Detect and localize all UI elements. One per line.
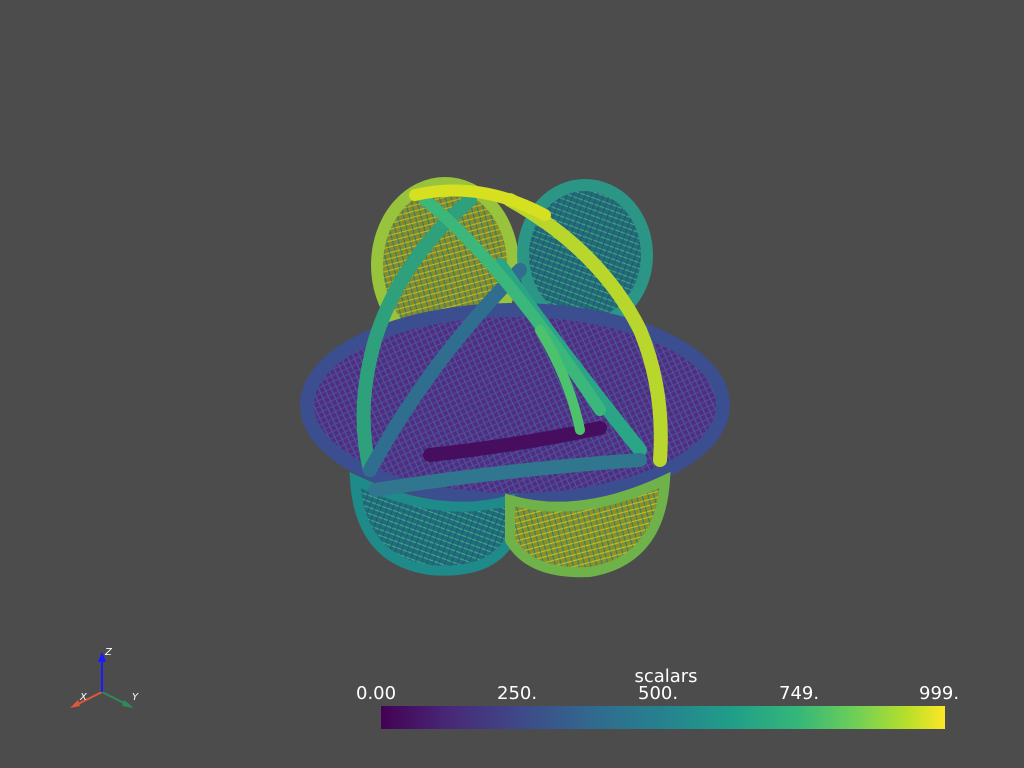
scalar-bar-tick: 999. — [919, 683, 960, 704]
z-axis-label: Z — [104, 647, 113, 658]
front-band-left — [356, 193, 477, 477]
tube-top-arc — [409, 184, 551, 221]
tube-left — [363, 263, 527, 477]
y-axis-label: Y — [132, 692, 139, 703]
tube-bottom — [368, 453, 647, 497]
ring-bottom-right — [505, 471, 671, 578]
scalar-bar-tick: 500. — [638, 683, 679, 704]
scalar-bar-tick: 0.00 — [356, 683, 397, 704]
tube-diagonal — [419, 194, 606, 416]
front-band — [503, 193, 668, 467]
x-axis-label: X — [79, 692, 88, 703]
scalar-bar-gradient — [381, 706, 945, 729]
z-axis-arrow-icon — [98, 652, 106, 662]
scalar-bar-title: scalars — [634, 666, 698, 687]
scalar-bar-tick: 749. — [779, 683, 820, 704]
scalar-bar: scalars 0.00 250. 500. 749. 999. — [356, 666, 966, 736]
scalar-bar-tick: 250. — [497, 683, 538, 704]
tube-inner — [535, 325, 585, 435]
ring-bottom-left — [349, 471, 515, 576]
y-axis-arrow-icon — [122, 700, 134, 708]
x-axis-arrow-icon — [70, 700, 80, 708]
orientation-axes: X Y Z — [70, 647, 139, 708]
